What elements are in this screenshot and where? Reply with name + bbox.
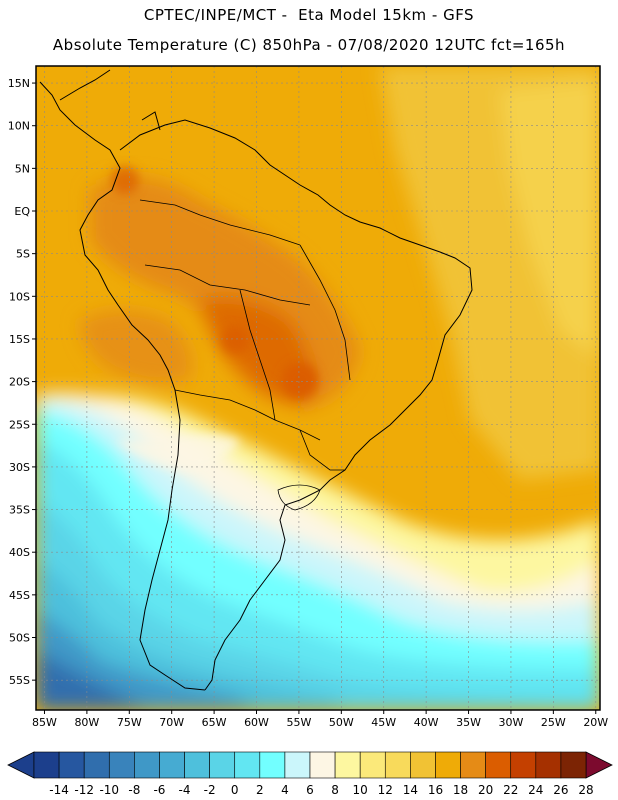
colorbar-swatch [284,751,311,779]
colorbar-label: 16 [428,783,443,797]
lat-tick-label: 15S [9,333,30,346]
lon-tick-label: 40W [414,716,439,729]
lat-tick-label: 15N [8,77,30,90]
colorbar-label: 8 [331,783,339,797]
lon-tick-label: 50W [329,716,354,729]
colorbar-label: -8 [128,783,140,797]
colorbar-left-arrow [7,751,35,779]
lon-tick-label: 45W [371,716,396,729]
lon-tick-label: 70W [159,716,184,729]
colorbar-label: 20 [478,783,493,797]
lon-tick-label: 55W [286,716,311,729]
lat-tick-label: 25S [9,418,30,431]
lat-lon-grid [36,66,600,710]
colorbar-label: -2 [204,783,216,797]
colorbar-label: 2 [256,783,264,797]
lat-tick-label: 45S [9,589,30,602]
colorbar-label: 26 [553,783,568,797]
colorbar-swatch [384,751,411,779]
colorbar-swatch [83,751,110,779]
chart-subtitle: Absolute Temperature (C) 850hPa - 07/08/… [52,36,566,54]
colorbar-swatch [184,751,210,779]
lat-tick-label: 5N [15,162,30,175]
colorbar-label: 6 [306,783,314,797]
colorbar-right-arrow [585,751,613,779]
colorbar-swatch [234,751,261,779]
colorbar-label: 18 [453,783,468,797]
colorbar-label: 14 [403,783,418,797]
colorbar-swatch [334,751,361,779]
colorbar-label: -14 [49,783,69,797]
lat-tick-label: 10S [9,290,30,303]
lon-tick-label: 35W [456,716,481,729]
colorbar-label: 4 [281,783,289,797]
latitude-labels: 15N 10N 5N EQ 5S 10S 15S 20S 25S 30S 35S 40S 45S 50S 5… [8,77,36,687]
lat-tick-label: EQ [14,205,30,218]
colorbar-swatch [535,751,562,779]
lon-tick-label: 75W [117,716,142,729]
lat-tick-label: 20S [9,376,30,389]
temperature-field [36,66,600,710]
colorbar-label: 22 [503,783,518,797]
lon-tick-label: 80W [74,716,99,729]
colorbar-swatch [134,751,160,779]
lon-tick-label: 20W [583,716,608,729]
colorbar-label: -10 [99,783,119,797]
lat-tick-label: 50S [9,631,30,644]
colorbar-label: 28 [578,783,593,797]
lat-tick-label: 55S [9,674,30,687]
colorbar-label: -4 [179,783,191,797]
colorbar-swatch [209,751,236,779]
lat-tick-label: 5S [16,248,30,261]
lon-tick-label: 30W [499,716,524,729]
colorbar-label: 12 [378,783,393,797]
chart-title: CPTEC/INPE/MCT - Eta Model 15km - GFS [143,6,475,24]
lat-tick-label: 40S [9,546,30,559]
colorbar-swatch [460,751,486,779]
lon-tick-label: 25W [541,716,566,729]
colorbar-label: 0 [231,783,239,797]
colorbar-label: -6 [153,783,165,797]
colorbar-label: -12 [74,783,94,797]
lat-tick-label: 30S [9,461,30,474]
lon-tick-label: 65W [202,716,227,729]
colorbar-swatch [560,751,587,779]
colorbar-swatch [159,751,185,779]
colorbar-swatch [259,751,286,779]
colorbar-swatch [33,751,60,779]
lat-tick-label: 35S [9,504,30,517]
colorbar-label: 10 [353,783,368,797]
colorbar-swatch [410,751,436,779]
colorbar-label: 24 [528,783,543,797]
colorbar-swatch [435,751,461,779]
longitude-labels: 85W 80W 75W 70W 65W 60W 55W 50W 45W 40W 35W 30W 25W 2… [32,710,608,729]
map-frame [35,65,601,711]
colorbar-swatch [510,751,537,779]
lon-tick-label: 85W [32,716,57,729]
colorbar: -14 -12 -10 -8 -6 -4 -2 0 2 4 6 8 10 12 14 16 18 20 22 24 26… [7,751,613,797]
lat-tick-label: 10N [8,120,30,133]
colorbar-swatch [485,751,512,779]
colorbar-swatch [309,751,336,779]
colorbar-swatch [108,751,135,779]
coastlines [39,69,473,691]
lon-tick-label: 60W [244,716,269,729]
country-borders [139,199,351,511]
colorbar-swatch [58,751,85,779]
colorbar-swatch [359,751,386,779]
